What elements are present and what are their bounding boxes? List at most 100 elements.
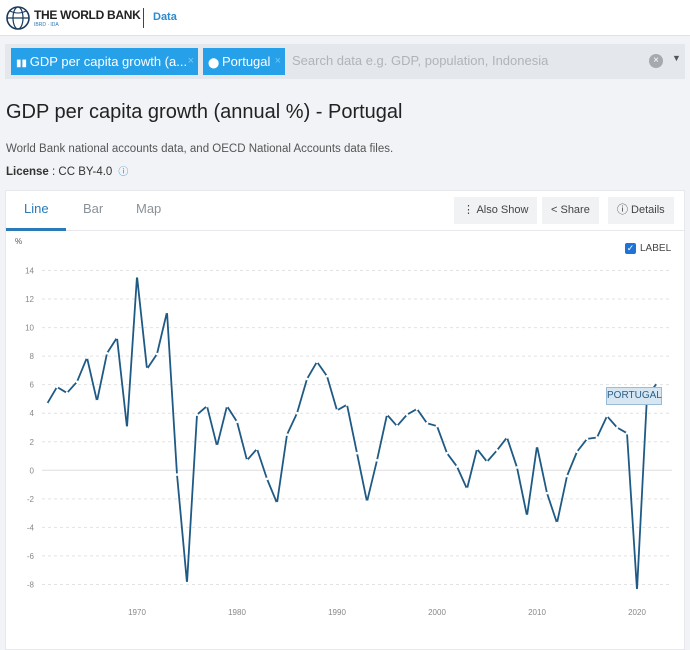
data-point [385, 413, 389, 416]
data-point [545, 491, 549, 495]
y-tick-label: 8 [30, 352, 35, 361]
data-point [515, 466, 519, 469]
label-toggle[interactable]: ✓ LABEL [625, 243, 671, 254]
y-tick-label: -8 [27, 580, 35, 589]
remove-country-icon[interactable]: × [274, 55, 281, 67]
data-point [435, 424, 439, 428]
y-tick-label: 12 [25, 295, 34, 304]
data-point [245, 459, 249, 462]
data-point [115, 336, 119, 339]
data-point [635, 588, 639, 592]
data-point [365, 500, 369, 503]
tab-bar[interactable]: Bar [83, 201, 104, 216]
clear-search-icon[interactable]: × [649, 54, 663, 68]
search-bar[interactable]: ▮▮ GDP per capita growth (a... × ⬤ Portu… [5, 44, 685, 79]
data-point [75, 380, 79, 384]
active-tab-indicator [6, 228, 66, 231]
data-point [415, 407, 419, 411]
brand-name[interactable]: THE WORLD BANK [34, 8, 141, 22]
data-point [445, 451, 449, 455]
data-point [345, 403, 349, 406]
x-tick-label: 1990 [328, 608, 346, 617]
x-tick-label: 2000 [428, 608, 446, 617]
data-point [315, 360, 319, 364]
y-tick-label: 0 [30, 466, 35, 475]
search-input[interactable]: Search data e.g. GDP, population, Indone… [292, 53, 549, 68]
data-point [455, 465, 459, 468]
page-title: GDP per capita growth (annual %) - Portu… [6, 101, 403, 123]
also-show-button[interactable]: ⋮ Also Show [454, 197, 538, 224]
country-chip[interactable]: ⬤ Portugal × [203, 48, 285, 75]
data-point [275, 501, 279, 505]
data-point [235, 420, 239, 424]
y-tick-label: -2 [27, 495, 35, 504]
dropdown-caret-icon[interactable]: ▼ [672, 53, 681, 63]
data-point [135, 274, 139, 278]
data-point [595, 436, 599, 439]
x-tick-label: 2010 [528, 608, 546, 617]
y-tick-label: -6 [27, 552, 35, 561]
data-point [205, 404, 209, 408]
checkbox-checked-icon[interactable]: ✓ [625, 243, 636, 254]
data-link[interactable]: Data [153, 11, 177, 23]
source-note: World Bank national accounts data, and O… [6, 143, 394, 155]
data-point [165, 310, 169, 314]
data-point [465, 487, 469, 491]
x-tick-label: 1970 [128, 608, 146, 617]
data-point [425, 421, 429, 425]
data-point [485, 460, 489, 464]
data-point [305, 377, 309, 381]
y-tick-label: 4 [30, 409, 35, 418]
data-point [155, 352, 159, 356]
y-tick-label: 6 [30, 381, 35, 390]
license-value: : CC BY-4.0 [52, 166, 113, 178]
data-point [215, 444, 219, 448]
data-point [535, 444, 539, 448]
location-pin-icon: ⬤ [208, 58, 222, 69]
data-point [555, 521, 559, 525]
info-icon[interactable]: ⓘ [118, 167, 129, 178]
data-point [295, 411, 299, 415]
data-point [585, 437, 589, 441]
data-point [655, 381, 659, 385]
data-point [405, 413, 409, 416]
license: License : CC BY-4.0 ⓘ [6, 163, 128, 178]
data-point [145, 367, 149, 371]
data-point [185, 581, 189, 585]
world-bank-globe-icon [6, 6, 30, 30]
share-button[interactable]: < Share [542, 197, 599, 224]
remove-indicator-icon[interactable]: × [187, 55, 194, 67]
x-tick-label: 2020 [628, 608, 646, 617]
chart-card: Line Bar Map ⋮ Also Show < Share ⓘ Detai… [5, 190, 685, 650]
y-tick-label: 10 [25, 324, 34, 333]
data-point [255, 447, 259, 451]
bar-chart-icon: ▮▮ [16, 58, 30, 69]
data-point [335, 409, 339, 412]
data-point [355, 451, 359, 455]
data-point [395, 424, 399, 428]
data-point [265, 477, 269, 481]
data-point [65, 391, 69, 395]
tab-map[interactable]: Map [136, 201, 162, 216]
country-chip-label: Portugal [221, 54, 271, 69]
data-point [525, 514, 529, 518]
indicator-chip[interactable]: ▮▮ GDP per capita growth (a... × [11, 48, 198, 75]
series-line-portugal [46, 275, 658, 592]
y-tick-label: 14 [25, 267, 34, 276]
license-label: License [6, 166, 49, 178]
y-axis-unit: % [15, 237, 23, 246]
data-point [325, 374, 329, 378]
chart-tabs: Line Bar Map ⋮ Also Show < Share ⓘ Detai… [6, 191, 684, 231]
details-button[interactable]: ⓘ Details [608, 197, 674, 224]
top-header: THE WORLD BANK IBRD · IDA Data [0, 0, 690, 36]
data-point [125, 426, 129, 429]
tab-line[interactable]: Line [24, 201, 49, 216]
label-toggle-text: LABEL [640, 243, 672, 255]
data-point [285, 433, 289, 436]
data-point [55, 385, 59, 389]
data-point [495, 449, 499, 452]
series-label-portugal: PORTUGAL [606, 387, 662, 405]
header-divider [143, 8, 144, 28]
data-point [615, 426, 619, 429]
data-point [45, 402, 49, 406]
